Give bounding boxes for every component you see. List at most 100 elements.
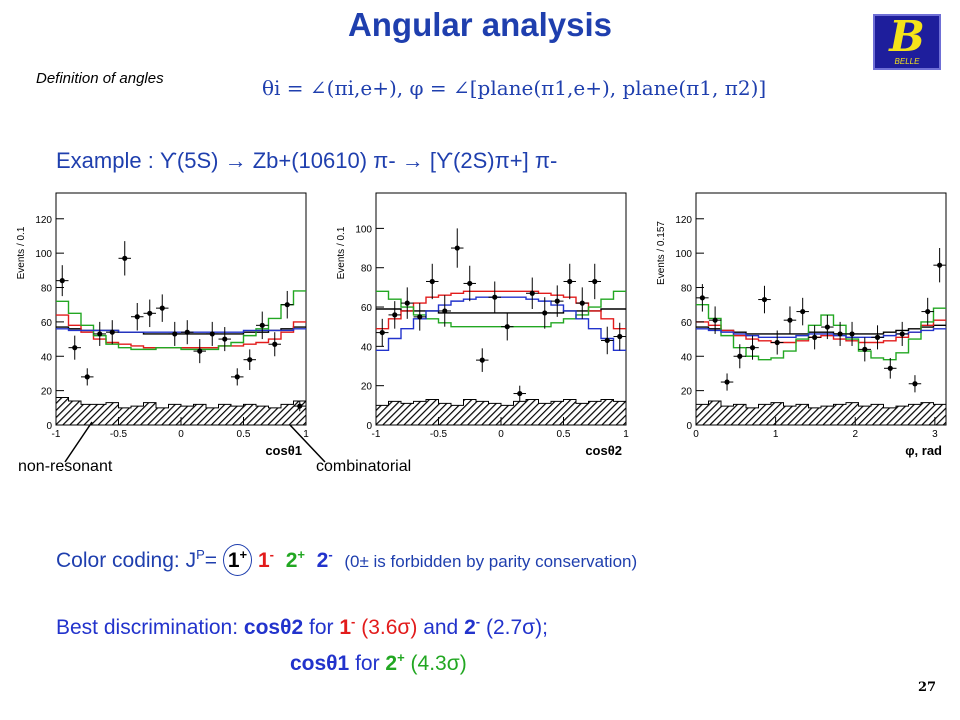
cos-theta2-plot: -1 -0.5 0 0.5 1 0 20 40 60 80 100 Events / 0.1 cosθ2 [336,192,629,458]
data-point [429,278,435,285]
data-point [737,353,743,359]
data-point [404,300,410,306]
angle-formula: θi = ∠(πi,e+), φ = ∠[plane(π1,e+), plane… [262,76,767,100]
data-point [504,324,510,330]
example-decay: Example : ϒ(5S) → Zb+(10610) π- → [ϒ(2S)… [56,148,558,173]
y-axis-label: Events / 0.157 [656,221,667,285]
x-tick-label: 0 [178,429,184,440]
x-tick-label: 1 [623,429,629,440]
y-tick-label: 40 [681,352,693,363]
x-tick-label: -0.5 [110,429,128,440]
legend-item-2minus: 2- [316,547,333,572]
data-point [417,314,423,320]
belle-logo: B BELLE [873,12,941,70]
y-tick-label: 80 [361,264,373,275]
x-tick-label: 0.5 [237,429,251,440]
series-line-1- [376,290,626,330]
best-for2: for [355,652,380,675]
best-discrimination-line1: Best discrimination: cosθ2 for 1- (3.6σ)… [56,614,548,640]
data-point [554,298,560,304]
data-point [442,308,448,314]
data-point [122,255,128,261]
data-point [567,278,573,285]
y-tick-label: 0 [366,421,372,432]
legend-item-1minus: 1- [258,547,275,572]
x-tick-label: 0 [498,429,504,440]
data-point [604,337,610,344]
best-cos1: cosθ1 [290,652,350,675]
legend-item-sup: + [297,547,305,562]
y-tick-label: 0 [46,421,52,432]
data-point [297,403,303,409]
y-tick-label: 120 [675,215,692,226]
data-point [209,331,215,337]
legend-item-label: 2 [316,549,329,572]
data-point [467,280,473,287]
x-axis-label: φ, rad [905,443,942,458]
y-tick-label: 40 [361,342,373,353]
combinatorial-arrow [289,424,326,463]
data-point [184,329,190,335]
combinatorial-label: combinatorial [316,458,412,475]
data-point [824,324,830,330]
x-tick-label: 2 [852,429,858,440]
y-tick-label: 20 [41,387,53,398]
y-tick-label: 20 [681,387,693,398]
x-axis-label: cosθ2 [585,443,622,458]
data-point [84,374,90,380]
y-tick-label: 60 [681,318,693,329]
best-sigma3: (4.3σ) [410,652,467,675]
legend-prefix: Color coding: J [56,549,197,572]
x-tick-label: 3 [932,429,938,440]
legend-item-sup: + [239,547,248,562]
data-point [147,310,153,316]
x-tick-label: 0.5 [557,429,571,440]
non-resonant-label: non-resonant [18,458,113,475]
y-tick-label: 100 [35,249,52,260]
best-discrimination-line2: cosθ1 for 2+ (4.3σ) [290,650,467,676]
y-tick-label: 20 [361,382,373,393]
best-prefix: Best discrimination: [56,616,239,639]
best-1minus-label: 1 [339,616,352,639]
data-point [272,341,278,347]
logo-letter: B [889,12,925,61]
legend-eq: = [204,549,218,572]
best-2minus-sup: - [475,614,481,629]
best-2plus-label: 2 [385,652,398,675]
non-resonant-arrow [64,421,93,463]
data-point [712,317,718,323]
x-tick-label: 0 [693,429,699,440]
y-tick-label: 60 [361,303,373,314]
x-tick-label: -0.5 [430,429,448,440]
y-tick-label: 120 [35,215,52,226]
data-point [899,331,905,337]
best-for1: for [308,616,334,639]
data-point [197,348,203,354]
data-point [234,374,240,380]
color-coding-legend: Color coding: JP= 1+ 1- 2+ 2- (0± is for… [56,544,637,576]
y-tick-label: 80 [681,284,693,295]
series-line-1- [696,319,946,344]
data-point [454,245,460,251]
legend-item-sup: - [328,547,333,562]
data-point [529,290,535,296]
y-tick-label: 60 [41,318,53,329]
data-point [761,296,768,303]
y-axis-label: Events / 0.1 [336,226,347,279]
x-axis-label: cosθ1 [265,443,302,458]
x-tick-label: -1 [372,429,381,440]
data-point [542,310,548,316]
legend-item-sup: - [269,547,275,562]
data-point [97,331,103,337]
x-tick-label: -1 [52,429,61,440]
data-point [724,379,730,385]
data-point [862,346,868,352]
page-number: 27 [918,680,937,695]
data-point [837,331,843,337]
data-point [937,262,943,268]
data-point [849,331,855,337]
best-1minus-sup: - [351,614,356,629]
data-point [172,331,178,337]
legend-item-1plus: 1+ [222,544,253,576]
